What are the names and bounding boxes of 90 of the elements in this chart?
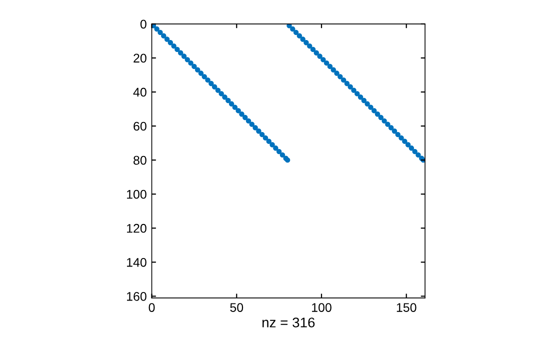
point xyxy=(324,60,330,66)
point xyxy=(334,70,340,76)
point xyxy=(222,94,228,100)
x-tick-label: 100 xyxy=(312,303,332,312)
point xyxy=(174,46,180,52)
point xyxy=(232,104,238,110)
y-tick-label: 140 xyxy=(127,258,146,267)
point xyxy=(348,84,353,90)
point xyxy=(194,67,200,72)
point xyxy=(307,43,312,49)
point xyxy=(310,46,316,52)
y-tick-label: 20 xyxy=(134,54,146,63)
y-tick-label: 80 xyxy=(134,156,146,165)
point xyxy=(184,57,190,62)
point xyxy=(374,112,380,117)
point xyxy=(361,98,367,104)
point xyxy=(358,94,364,100)
point xyxy=(320,57,326,62)
point xyxy=(256,128,262,134)
point xyxy=(168,40,174,46)
point xyxy=(215,88,221,93)
point xyxy=(218,91,224,96)
point xyxy=(395,132,400,138)
point xyxy=(382,118,387,124)
x-tick-label: 50 xyxy=(230,303,244,312)
point xyxy=(246,118,252,124)
point xyxy=(205,77,210,83)
point xyxy=(273,146,278,151)
x-tick-label: 150 xyxy=(396,303,416,312)
point xyxy=(266,138,272,144)
point xyxy=(408,146,414,151)
point xyxy=(368,104,374,110)
point xyxy=(296,33,302,38)
y-tick-label: 100 xyxy=(127,190,146,199)
point xyxy=(262,135,268,141)
point xyxy=(212,84,218,90)
point xyxy=(228,101,234,107)
y-tick-label: 60 xyxy=(134,122,146,131)
point xyxy=(388,125,394,130)
y-tick-label: 40 xyxy=(133,88,146,97)
point xyxy=(402,138,408,144)
point xyxy=(327,64,333,70)
point xyxy=(276,148,282,154)
point xyxy=(164,36,170,42)
point xyxy=(181,54,187,59)
point xyxy=(249,122,255,127)
point xyxy=(158,30,163,36)
x-axis-title: nz = 316 xyxy=(262,318,315,328)
x-tick-label: 0 xyxy=(148,303,155,312)
point xyxy=(416,152,421,158)
point xyxy=(405,142,411,148)
point xyxy=(236,108,241,114)
point xyxy=(351,88,356,93)
point xyxy=(293,30,299,36)
point xyxy=(354,91,360,96)
point xyxy=(154,26,160,32)
point xyxy=(280,152,286,158)
point xyxy=(412,148,418,154)
point xyxy=(290,26,296,32)
point xyxy=(226,98,231,104)
point xyxy=(202,74,207,80)
point xyxy=(208,80,214,86)
point xyxy=(270,142,275,148)
point xyxy=(242,114,248,120)
point xyxy=(314,50,320,56)
point xyxy=(330,67,336,72)
point xyxy=(385,122,390,127)
point xyxy=(188,60,194,66)
point xyxy=(161,33,166,38)
point xyxy=(392,128,398,134)
point xyxy=(372,108,377,114)
point xyxy=(344,80,350,86)
point xyxy=(398,135,404,141)
point xyxy=(300,36,306,42)
point xyxy=(171,43,176,49)
point xyxy=(304,40,309,46)
point xyxy=(364,101,370,107)
y-tick-label: 0 xyxy=(140,20,146,29)
point xyxy=(239,112,244,117)
point xyxy=(340,77,346,83)
point xyxy=(252,125,258,130)
point xyxy=(192,64,197,70)
point xyxy=(338,74,343,80)
y-tick-label: 120 xyxy=(127,224,146,233)
y-tick-label: 160 xyxy=(127,292,146,301)
point xyxy=(259,132,265,138)
point xyxy=(178,50,184,56)
point xyxy=(198,70,204,76)
point xyxy=(378,114,384,120)
point xyxy=(317,54,322,59)
